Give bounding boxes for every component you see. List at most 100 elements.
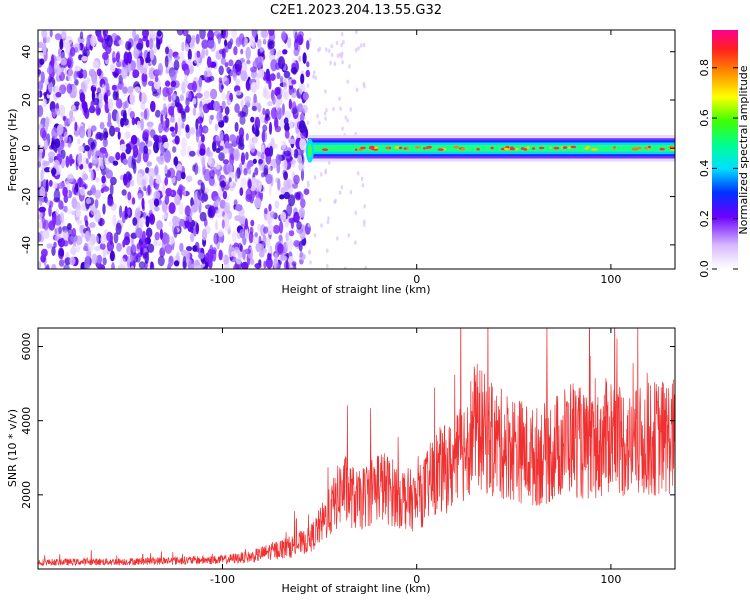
heatmap-cell xyxy=(115,152,120,160)
heatmap-cell xyxy=(158,155,165,164)
heatmap-cell xyxy=(72,104,75,111)
heatmap-cell xyxy=(230,38,234,45)
heatmap-cell xyxy=(102,204,105,215)
heatmap-cell xyxy=(291,149,294,155)
heatmap-cell xyxy=(54,61,59,70)
heatmap-cell xyxy=(170,117,176,123)
heatmap-cell xyxy=(155,110,161,118)
heatmap-cell xyxy=(253,94,257,103)
heatmap-cell xyxy=(337,54,340,58)
heatmap-cell xyxy=(172,146,176,153)
heatmap-cell xyxy=(284,117,289,124)
signal-hotspot xyxy=(613,147,615,150)
heatmap-cell xyxy=(164,177,168,186)
heatmap-cell xyxy=(46,264,50,272)
heatmap-cell xyxy=(91,185,96,196)
heatmap-cell xyxy=(298,31,304,38)
heatmap-cell xyxy=(68,69,74,82)
heatmap-cell xyxy=(313,70,316,74)
heatmap-cell xyxy=(38,149,42,162)
signal-hotspot xyxy=(460,148,465,151)
heatmap-cell xyxy=(348,233,351,237)
heatmap-cell xyxy=(128,173,133,181)
heatmap-cell xyxy=(239,127,244,138)
heatmap-cell xyxy=(302,105,308,113)
colorbar-tick-label: 0.8 xyxy=(698,59,711,77)
heatmap-cell xyxy=(119,205,122,218)
heatmap-cell xyxy=(223,191,227,200)
heatmap-cell xyxy=(196,34,200,44)
heatmap-cell xyxy=(246,133,249,141)
heatmap-cell xyxy=(312,74,315,78)
heatmap-cell xyxy=(48,205,52,217)
heatmap-cell xyxy=(339,107,342,111)
heatmap-cell xyxy=(276,262,280,271)
heatmap-cell xyxy=(112,85,117,91)
heatmap-cell xyxy=(169,202,176,214)
heatmap-cell xyxy=(332,107,335,111)
snr-panel: -100 0 100 200040006000 Height of straight… xyxy=(6,269,675,595)
y-tick-label: -20 xyxy=(20,188,33,206)
heatmap-cell xyxy=(157,135,163,143)
heatmap-cell xyxy=(122,189,127,195)
heatmap-cell xyxy=(80,31,83,39)
heatmap-cell xyxy=(42,43,47,55)
heatmap-cell xyxy=(92,60,99,68)
heatmap-cell xyxy=(170,70,177,82)
heatmap-cell xyxy=(132,69,139,78)
signal-hotspot xyxy=(660,148,665,151)
heatmap-cell xyxy=(141,92,147,104)
heatmap-cell xyxy=(325,48,328,52)
heatmap-cell xyxy=(257,151,262,156)
heatmap-cell xyxy=(188,59,192,66)
heatmap-cell xyxy=(263,248,267,253)
heatmap-cell xyxy=(274,253,278,262)
heatmap-cell xyxy=(223,116,228,123)
heatmap-cell xyxy=(229,144,233,154)
heatmap-cell xyxy=(225,106,230,115)
heatmap-cell xyxy=(285,232,289,241)
heatmap-cell xyxy=(298,162,304,171)
heatmap-cell xyxy=(199,148,205,155)
heatmap-cell xyxy=(46,36,50,43)
heatmap-cell xyxy=(109,126,115,137)
heatmap-cell xyxy=(268,204,271,212)
heatmap-cell xyxy=(261,29,268,38)
heatmap-cell xyxy=(99,99,103,109)
heatmap-cell xyxy=(124,213,128,220)
heatmap-cell xyxy=(236,256,242,264)
heatmap-cell xyxy=(314,175,317,179)
heatmap-cell xyxy=(103,128,108,140)
heatmap-cell xyxy=(249,138,256,148)
heatmap-cell xyxy=(150,101,156,112)
heatmap-cell xyxy=(79,126,85,139)
heatmap-cell xyxy=(208,39,215,49)
heatmap-cell xyxy=(78,146,84,153)
heatmap-cell xyxy=(165,244,172,254)
heatmap-cell xyxy=(157,30,162,36)
signal-hotspot xyxy=(591,148,598,151)
heatmap-cell xyxy=(289,99,292,110)
heatmap-cell xyxy=(174,55,180,60)
snr-frame xyxy=(38,328,675,569)
heatmap-cell xyxy=(277,243,283,254)
heatmap-cell xyxy=(114,72,118,78)
heatmap-cell xyxy=(162,214,167,219)
heatmap-cell xyxy=(245,152,249,160)
heatmap-cell xyxy=(72,84,77,96)
heatmap-cell xyxy=(226,163,232,174)
heatmap-cell xyxy=(95,133,99,140)
heatmap-cell xyxy=(296,221,302,230)
heatmap-cell xyxy=(67,83,72,94)
heatmap-cell xyxy=(246,47,251,60)
heatmap-cell xyxy=(306,61,309,67)
heatmap-cell xyxy=(222,220,225,229)
heatmap-cell xyxy=(316,114,319,118)
heatmap-cell xyxy=(317,48,320,52)
heatmap-cell xyxy=(67,223,72,230)
heatmap-cell xyxy=(279,194,285,199)
heatmap-cell xyxy=(135,208,141,220)
heatmap-cell xyxy=(174,156,178,166)
heatmap-cell xyxy=(105,151,108,158)
